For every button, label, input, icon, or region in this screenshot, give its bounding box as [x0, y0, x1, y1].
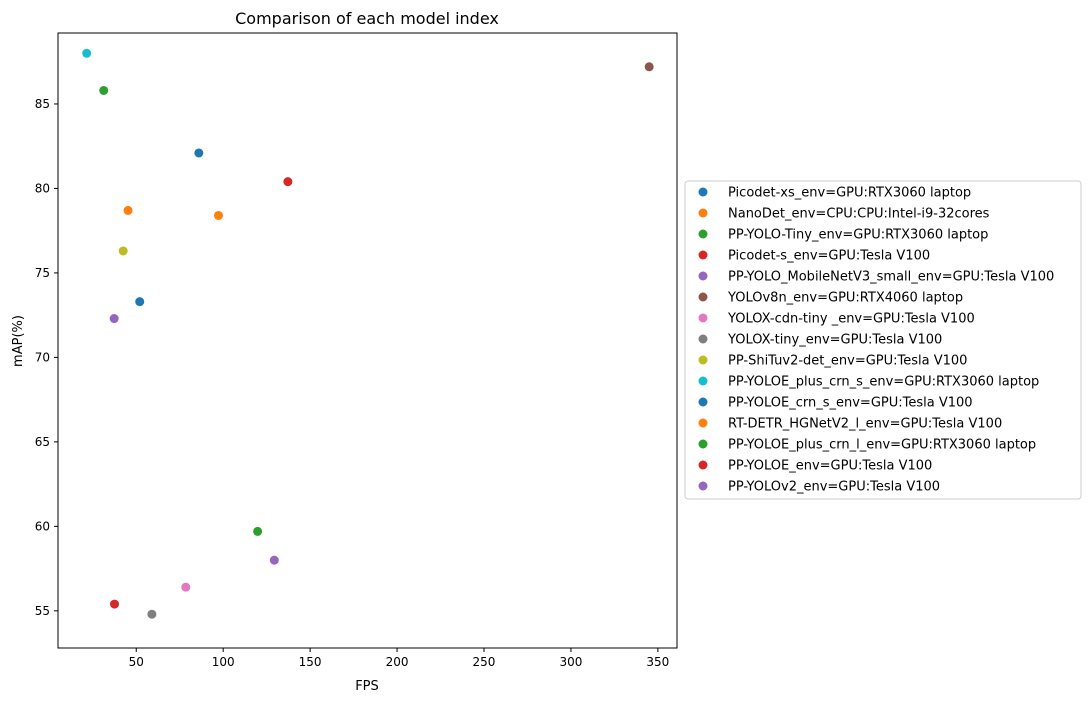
- data-point: [109, 314, 119, 324]
- legend: Picodet-xs_env=GPU:RTX3060 laptop NanoDet…: [684, 180, 1082, 500]
- y-tick-label: 55: [35, 604, 50, 618]
- legend-label: PP-YOLOE_env=GPU:Tesla V100: [728, 459, 932, 474]
- y-tick-label: 80: [35, 181, 50, 195]
- data-point: [135, 297, 145, 307]
- data-point: [253, 526, 263, 536]
- y-tick-label: 65: [35, 435, 50, 449]
- y-axis-label: mAP(%): [11, 315, 26, 367]
- data-point: [283, 177, 293, 187]
- data-point: [213, 210, 223, 220]
- y-tick-label: 85: [35, 97, 50, 111]
- legend-marker: [698, 481, 708, 491]
- legend-label: PP-YOLOE_crn_s_env=GPU:Tesla V100: [728, 396, 973, 411]
- data-point: [181, 582, 191, 592]
- legend-marker: [698, 208, 708, 218]
- y-tick-label: 70: [35, 350, 50, 364]
- x-tick-label: 250: [473, 655, 496, 669]
- legend-marker: [698, 397, 708, 407]
- legend-marker: [698, 355, 708, 365]
- data-point: [194, 148, 204, 158]
- legend-label: NanoDet_env=CPU:CPU:Intel-i9-32cores: [728, 207, 990, 222]
- plot-area-frame: [57, 32, 678, 649]
- legend-marker: [698, 313, 708, 323]
- x-axis-ticks: 50 100 150 200 250 300 350: [129, 648, 669, 669]
- data-point: [269, 555, 279, 565]
- legend-label: Picodet-s_env=GPU:Tesla V100: [728, 249, 930, 264]
- legend-marker: [698, 376, 708, 386]
- legend-frame: [684, 180, 1082, 500]
- legend-marker: [698, 229, 708, 239]
- data-points: [82, 48, 654, 619]
- legend-label: YOLOv8n_env=GPU:RTX4060 laptop: [727, 291, 963, 306]
- data-point: [123, 205, 133, 215]
- legend-label: PP-YOLOE_plus_crn_s_env=GPU:RTX3060 lapt…: [728, 375, 1039, 390]
- legend-marker: [698, 334, 708, 344]
- legend-label: PP-YOLO-Tiny_env=GPU:RTX3060 laptop: [728, 228, 988, 243]
- legend-marker: [698, 439, 708, 449]
- x-tick-label: 50: [129, 655, 144, 669]
- x-tick-label: 150: [299, 655, 322, 669]
- x-tick-label: 300: [559, 655, 582, 669]
- x-tick-label: 100: [212, 655, 235, 669]
- legend-label: Picodet-xs_env=GPU:RTX3060 laptop: [728, 186, 971, 201]
- legend-label: PP-YOLOv2_env=GPU:Tesla V100: [728, 480, 940, 495]
- legend-label: YOLOX-tiny_env=GPU:Tesla V100: [727, 333, 942, 348]
- legend-label: PP-YOLO_MobileNetV3_small_env=GPU:Tesla …: [728, 270, 1054, 285]
- x-tick-label: 200: [386, 655, 409, 669]
- legend-marker: [698, 271, 708, 281]
- data-point: [118, 246, 128, 256]
- data-point: [99, 85, 109, 95]
- y-tick-label: 75: [35, 266, 50, 280]
- legend-marker: [698, 460, 708, 470]
- y-axis-ticks: 55 60 65 70 75 80 85: [35, 97, 58, 618]
- legend-label: RT-DETR_HGNetV2_l_env=GPU:Tesla V100: [728, 417, 1002, 432]
- legend-label: YOLOX-cdn-tiny _env=GPU:Tesla V100: [727, 312, 975, 327]
- data-point: [82, 48, 92, 58]
- x-axis-label: FPS: [355, 679, 379, 694]
- x-tick-label: 350: [646, 655, 669, 669]
- legend-marker: [698, 418, 708, 428]
- legend-label: PP-YOLOE_plus_crn_l_env=GPU:RTX3060 lapt…: [728, 438, 1036, 453]
- legend-marker: [698, 187, 708, 197]
- legend-marker: [698, 292, 708, 302]
- data-point: [644, 62, 654, 72]
- legend-label: PP-ShiTuv2-det_env=GPU:Tesla V100: [728, 354, 967, 369]
- data-point: [147, 609, 157, 619]
- legend-marker: [698, 250, 708, 260]
- data-point: [110, 599, 120, 609]
- chart-title: Comparison of each model index: [235, 9, 499, 28]
- y-tick-label: 60: [35, 519, 50, 533]
